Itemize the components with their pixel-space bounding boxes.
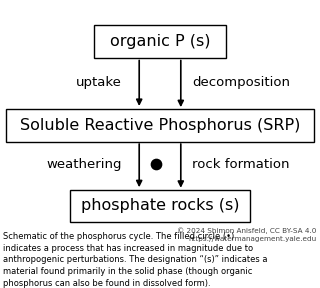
Text: decomposition: decomposition <box>192 75 290 89</box>
Text: uptake: uptake <box>76 75 122 89</box>
Text: phosphate rocks (s): phosphate rocks (s) <box>81 198 239 213</box>
Text: rock formation: rock formation <box>192 158 290 171</box>
Text: organic P (s): organic P (s) <box>110 34 210 49</box>
FancyBboxPatch shape <box>6 109 315 142</box>
Text: Schematic of the phosphorus cycle. The filled circle (•)
indicates a process tha: Schematic of the phosphorus cycle. The f… <box>3 232 268 288</box>
FancyBboxPatch shape <box>94 25 226 58</box>
Text: weathering: weathering <box>46 158 122 171</box>
Point <box>154 162 159 166</box>
Text: Soluble Reactive Phosphorus (SRP): Soluble Reactive Phosphorus (SRP) <box>20 118 300 133</box>
Text: © 2024 Shimon Anisfeld, CC BY-SA 4.0
https://watermanagement.yale.edu: © 2024 Shimon Anisfeld, CC BY-SA 4.0 htt… <box>177 228 317 242</box>
FancyBboxPatch shape <box>70 190 250 222</box>
